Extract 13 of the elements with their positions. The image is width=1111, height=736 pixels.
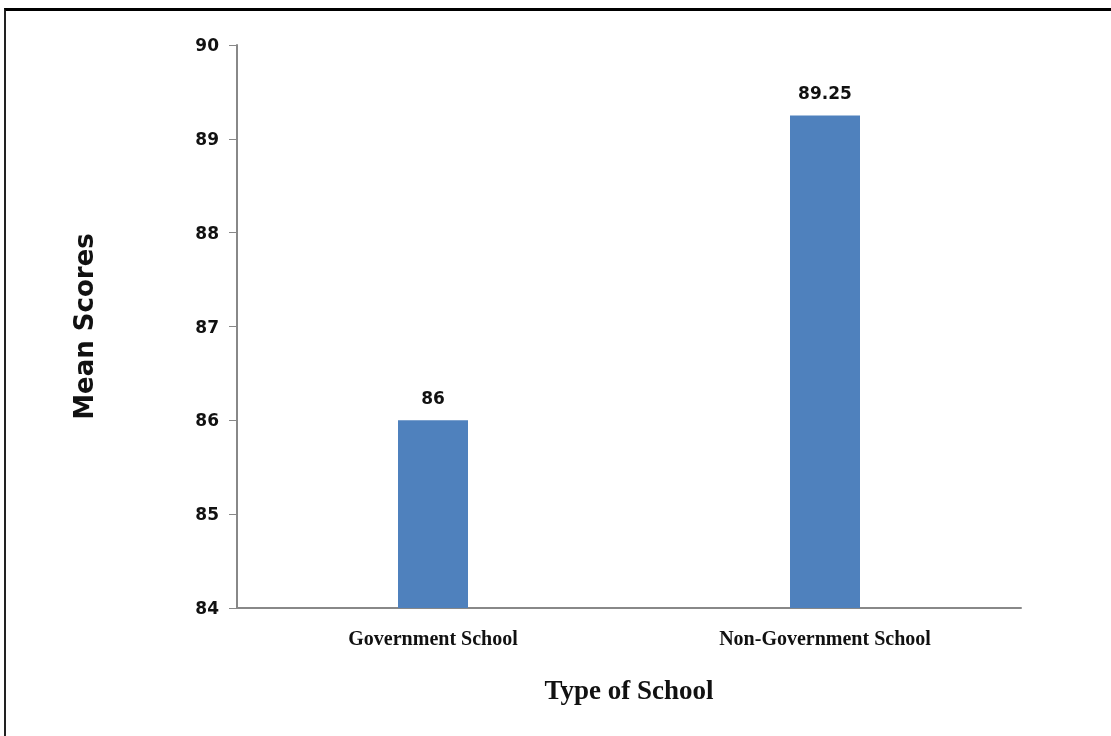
y-tick-label: 87 [195, 316, 219, 337]
y-tick-label: 85 [195, 504, 219, 525]
x-tick-label: Non-Government School [719, 627, 932, 649]
y-tick-label: 86 [195, 410, 219, 431]
y-tick-label: 89 [195, 128, 219, 149]
y-axis-title: Mean Scores [69, 233, 99, 420]
y-tick-label: 90 [195, 35, 220, 55]
x-tick-label: Government School [348, 627, 519, 649]
y-tick-label: 84 [195, 598, 220, 618]
y-tick-label: 88 [195, 222, 219, 243]
data-label: 86 [421, 387, 445, 408]
x-axis-title: Type of School [544, 674, 714, 705]
data-label: 89.25 [798, 82, 852, 103]
